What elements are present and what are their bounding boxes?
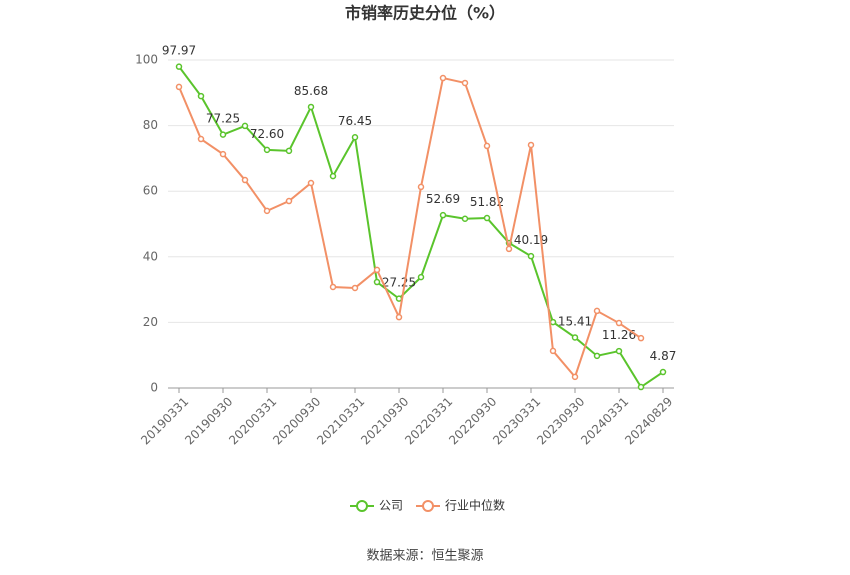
data-point <box>219 131 227 138</box>
data-point <box>417 273 425 281</box>
data-point <box>373 278 381 286</box>
data-point <box>439 74 447 82</box>
data-label: 51.82 <box>470 195 504 209</box>
data-point <box>593 307 601 315</box>
data-point <box>307 103 315 111</box>
data-point <box>615 347 623 355</box>
data-point <box>659 368 667 376</box>
y-tick-label: 40 <box>143 249 158 263</box>
data-point <box>263 207 271 215</box>
data-point <box>175 63 183 70</box>
data-point <box>417 183 425 191</box>
data-point <box>285 197 293 205</box>
series-line <box>178 66 664 389</box>
data-point <box>637 334 645 342</box>
series-line <box>178 76 642 379</box>
legend-label: 公司 <box>379 499 403 513</box>
data-point <box>351 284 359 292</box>
data-point <box>241 122 249 130</box>
data-point <box>197 92 205 100</box>
data-label: 85.68 <box>294 84 328 98</box>
data-point <box>395 313 403 321</box>
data-point <box>197 135 205 143</box>
data-point <box>461 215 469 223</box>
data-point <box>615 319 623 327</box>
x-tick-label: 20240829 <box>622 394 675 447</box>
data-point <box>593 352 601 360</box>
data-label: 27.25 <box>382 276 416 290</box>
data-point <box>329 283 337 291</box>
data-point <box>175 83 183 91</box>
data-point <box>307 179 315 187</box>
legend-label: 行业中位数 <box>445 498 505 513</box>
y-tick-label: 60 <box>143 184 158 198</box>
data-point <box>549 347 557 355</box>
data-label: 77.25 <box>206 112 240 126</box>
data-point <box>483 142 491 150</box>
data-point <box>285 147 293 155</box>
y-tick-label: 80 <box>143 118 158 132</box>
chart-title: 市销率历史分位（%） <box>345 4 505 23</box>
data-label: 97.97 <box>162 44 196 58</box>
data-label: 11.26 <box>602 328 636 342</box>
data-point <box>351 133 359 141</box>
data-point <box>219 150 227 158</box>
data-point <box>329 172 337 180</box>
data-point <box>571 334 579 341</box>
legend-marker <box>422 500 434 512</box>
data-point <box>637 383 645 391</box>
data-label: 4.87 <box>650 349 677 363</box>
data-point <box>395 295 403 302</box>
y-tick-label: 20 <box>143 315 158 329</box>
data-label: 52.69 <box>426 192 460 206</box>
data-point <box>439 211 447 219</box>
legend-marker <box>356 500 368 512</box>
source-note: 数据来源：恒生聚源 <box>366 549 483 564</box>
data-label: 40.19 <box>514 233 548 247</box>
data-point <box>571 373 579 381</box>
data-point <box>461 79 469 87</box>
data-point <box>241 176 249 184</box>
data-point <box>527 252 535 260</box>
y-tick-label: 0 <box>150 381 158 395</box>
data-label: 72.60 <box>250 127 284 141</box>
data-point <box>527 141 535 149</box>
data-point <box>263 146 271 154</box>
data-label: 15.41 <box>558 314 592 328</box>
y-tick-label: 100 <box>135 53 158 67</box>
data-point <box>549 318 557 326</box>
data-point <box>483 214 491 222</box>
data-point <box>373 266 381 274</box>
data-label: 76.45 <box>338 114 372 128</box>
data-point <box>505 245 513 253</box>
